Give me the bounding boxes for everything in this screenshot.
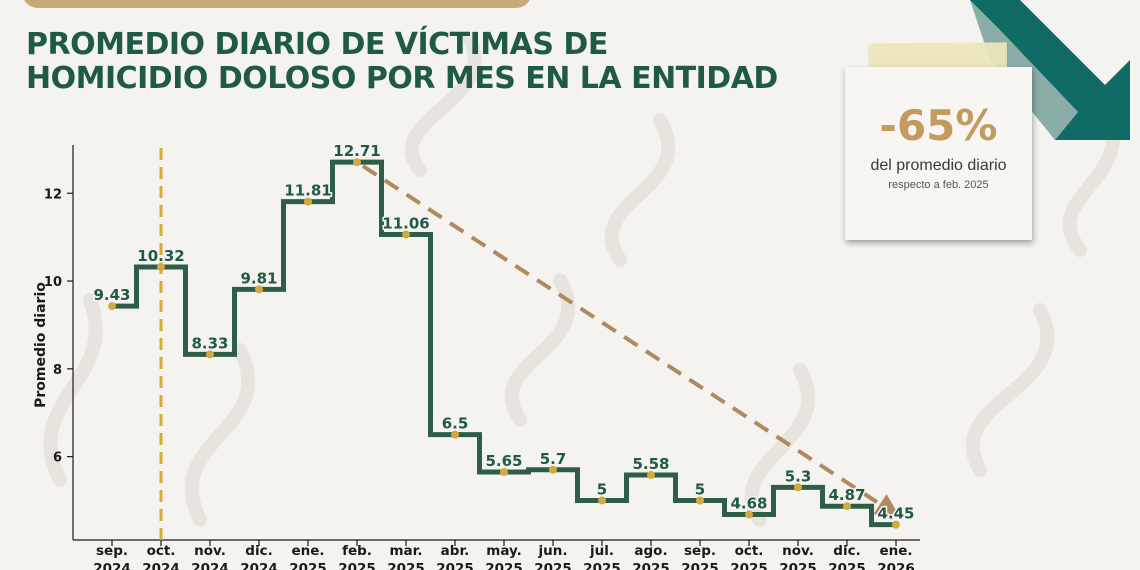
data-point <box>206 350 214 359</box>
x-tick-label: jul. 2025 <box>583 543 621 570</box>
data-point <box>745 510 753 519</box>
data-point <box>451 430 459 439</box>
data-label: 5.7 <box>540 450 567 468</box>
data-label: 6.5 <box>442 415 469 433</box>
data-points <box>108 158 900 529</box>
header-tab-decoration <box>22 0 532 8</box>
data-label: 9.81 <box>240 269 277 287</box>
y-tick-label: 8 <box>53 363 62 378</box>
note-label: del promedio diario <box>870 157 1007 174</box>
data-label: 5 <box>597 481 607 499</box>
note-sub: respecto a feb. 2025 <box>888 179 989 191</box>
x-tick-label: nov. 2025 <box>779 543 817 570</box>
data-point <box>353 158 361 167</box>
x-tick-label: mar. 2025 <box>387 543 425 570</box>
x-tick-label: ene. 2026 <box>877 543 915 570</box>
x-tick-label: sep. 2025 <box>681 543 719 570</box>
data-label: 11.06 <box>382 215 429 233</box>
x-tick-label: jun. 2025 <box>534 543 572 570</box>
title-line-2: HOMICIDIO DOLOSO POR MES EN LA ENTIDAD <box>26 61 778 96</box>
data-label: 9.43 <box>93 286 130 304</box>
data-label: 5.3 <box>785 467 812 485</box>
data-label: 5.65 <box>485 452 522 470</box>
x-tick-label: dic. 2025 <box>828 543 866 570</box>
data-point <box>843 502 851 511</box>
y-tick-label: 10 <box>44 275 62 290</box>
data-label: 5.58 <box>632 455 669 473</box>
y-axis-label: Promedio diario <box>33 282 49 408</box>
note-percent: -65% <box>879 101 998 150</box>
x-tick-label: abr. 2025 <box>436 543 474 570</box>
data-point <box>696 496 704 505</box>
x-tick-label: dic. 2024 <box>240 543 278 570</box>
data-point <box>500 467 508 476</box>
summary-note-card: -65% del promedio diario respecto a feb.… <box>845 67 1032 240</box>
x-tick-label: oct. 2024 <box>142 543 180 570</box>
x-ticks: sep. 2024 oct. 2024 nov. 2024 dic. 2024 ene. 2025… <box>93 540 915 570</box>
x-tick-label: ago. 2025 <box>632 543 670 570</box>
data-label: 12.71 <box>333 142 380 160</box>
y-tick-label: 6 <box>53 451 62 466</box>
x-tick-label: oct. 2025 <box>730 543 768 570</box>
data-label: 4.87 <box>828 486 865 504</box>
data-point <box>647 471 655 480</box>
data-point <box>304 197 312 206</box>
data-label: 10.32 <box>137 247 184 265</box>
data-label: 4.45 <box>877 505 914 523</box>
data-labels: 9.43 10.32 8.33 9.81 11.81 12.71 11.06 6.5 5.65 5… <box>92 141 916 525</box>
data-label: 8.33 <box>191 334 228 352</box>
data-label: 4.68 <box>730 495 767 513</box>
data-point <box>892 520 900 529</box>
y-tick-label: 12 <box>44 187 62 202</box>
y-ticks: 6 8 10 12 <box>44 187 73 466</box>
data-point <box>157 263 165 272</box>
data-label: 5 <box>695 481 705 499</box>
data-point <box>108 302 116 311</box>
x-tick-label: may. 2025 <box>485 543 523 570</box>
page-title: PROMEDIO DIARIO DE VÍCTIMAS DE HOMICIDIO… <box>26 28 778 96</box>
x-tick-label: sep. 2024 <box>93 543 131 570</box>
data-point <box>402 230 410 239</box>
data-point <box>549 465 557 474</box>
data-point <box>598 496 606 505</box>
x-tick-label: feb. 2025 <box>338 543 376 570</box>
data-point <box>794 483 802 492</box>
data-point <box>255 285 263 294</box>
x-tick-label: nov. 2024 <box>191 543 229 570</box>
data-label: 11.81 <box>284 182 331 200</box>
x-tick-label: ene. 2025 <box>289 543 327 570</box>
title-line-1: PROMEDIO DIARIO DE VÍCTIMAS DE <box>26 27 608 62</box>
trend-arrow <box>361 164 901 518</box>
